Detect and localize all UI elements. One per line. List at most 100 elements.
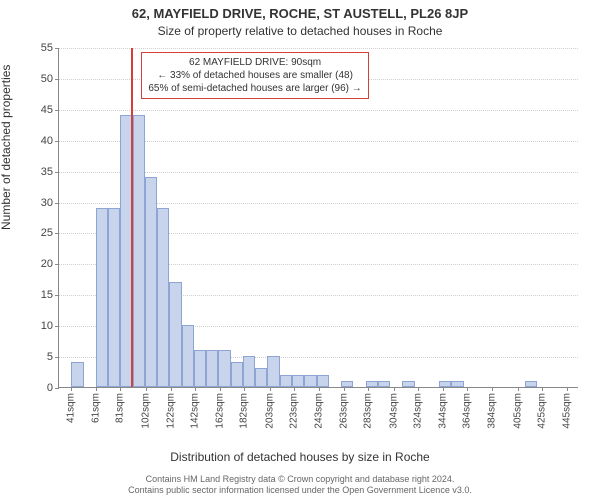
histogram-bar [378,381,390,387]
xtick-mark [344,387,345,391]
xtick-label: 142sqm [190,393,201,429]
ytick-label: 40 [41,135,53,147]
xtick-label: 81sqm [115,393,126,423]
xtick-label: 162sqm [214,393,225,429]
xtick-mark [270,387,271,391]
xtick-label: 263sqm [338,393,349,429]
ytick-mark [55,79,59,80]
xtick-label: 364sqm [462,393,473,429]
license-line-2: Contains public sector information licen… [0,485,600,496]
xtick-label: 344sqm [437,393,448,429]
histogram-bar [317,375,329,387]
xtick-mark [171,387,172,391]
histogram-bar [255,368,267,387]
chart-subtitle: Size of property relative to detached ho… [0,24,600,38]
ytick-label: 25 [41,227,53,239]
xtick-label: 283sqm [363,393,374,429]
histogram-bar [439,381,451,387]
histogram-bar [451,381,463,387]
plot-area: 051015202530354045505541sqm61sqm81sqm102… [58,48,578,388]
histogram-bar [280,375,292,387]
histogram-bar [71,362,83,387]
xtick-mark [220,387,221,391]
histogram-bar [96,208,108,387]
xtick-mark [518,387,519,391]
gridline-h [59,110,578,111]
histogram-bar [108,208,120,387]
histogram-bar [169,282,181,387]
histogram-bar [304,375,316,387]
ytick-mark [55,172,59,173]
xtick-label: 425sqm [537,393,548,429]
ytick-mark [55,203,59,204]
property-marker-line [131,48,133,387]
xtick-mark [96,387,97,391]
y-axis-label: Number of detached properties [0,65,13,230]
xtick-mark [195,387,196,391]
gridline-h [59,48,578,49]
xtick-mark [492,387,493,391]
ytick-mark [55,388,59,389]
ytick-label: 20 [41,258,53,270]
histogram-bar [231,362,243,387]
xtick-mark [244,387,245,391]
ytick-mark [55,110,59,111]
xtick-mark [394,387,395,391]
histogram-bar [525,381,537,387]
xtick-mark [146,387,147,391]
histogram-bar [218,350,230,387]
ytick-mark [55,357,59,358]
histogram-bar [292,375,304,387]
ytick-label: 10 [41,320,53,332]
xtick-label: 405sqm [512,393,523,429]
xtick-mark [443,387,444,391]
license-text: Contains HM Land Registry data © Crown c… [0,474,600,496]
histogram-bar [194,350,206,387]
histogram-bar [157,208,169,387]
histogram-bar [133,115,145,387]
xtick-mark [294,387,295,391]
ytick-label: 15 [41,289,53,301]
histogram-bar [402,381,414,387]
ytick-label: 55 [41,42,53,54]
xtick-mark [418,387,419,391]
annotation-box: 62 MAYFIELD DRIVE: 90sqm← 33% of detache… [141,52,368,99]
xtick-mark [120,387,121,391]
ytick-label: 45 [41,104,53,116]
histogram-bar [267,356,279,387]
ytick-label: 30 [41,197,53,209]
xtick-label: 223sqm [289,393,300,429]
ytick-mark [55,48,59,49]
license-line-1: Contains HM Land Registry data © Crown c… [0,474,600,485]
xtick-label: 122sqm [165,393,176,429]
x-axis-label: Distribution of detached houses by size … [0,450,600,464]
xtick-label: 61sqm [90,393,101,423]
xtick-label: 304sqm [388,393,399,429]
ytick-mark [55,295,59,296]
chart-title: 62, MAYFIELD DRIVE, ROCHE, ST AUSTELL, P… [0,6,600,21]
ytick-mark [55,264,59,265]
xtick-mark [542,387,543,391]
ytick-mark [55,233,59,234]
xtick-mark [368,387,369,391]
xtick-mark [567,387,568,391]
xtick-label: 324sqm [413,393,424,429]
xtick-label: 102sqm [141,393,152,429]
annotation-line: 65% of semi-detached houses are larger (… [148,82,361,95]
histogram-bar [243,356,255,387]
ytick-label: 35 [41,166,53,178]
xtick-mark [319,387,320,391]
xtick-mark [71,387,72,391]
xtick-label: 243sqm [314,393,325,429]
xtick-label: 182sqm [239,393,250,429]
ytick-label: 50 [41,73,53,85]
ytick-label: 0 [47,382,53,394]
xtick-label: 445sqm [561,393,572,429]
xtick-label: 203sqm [264,393,275,429]
ytick-mark [55,141,59,142]
ytick-mark [55,326,59,327]
histogram-bar [182,325,194,387]
histogram-bar [206,350,218,387]
xtick-label: 41sqm [66,393,77,423]
annotation-line: 62 MAYFIELD DRIVE: 90sqm [148,56,361,69]
